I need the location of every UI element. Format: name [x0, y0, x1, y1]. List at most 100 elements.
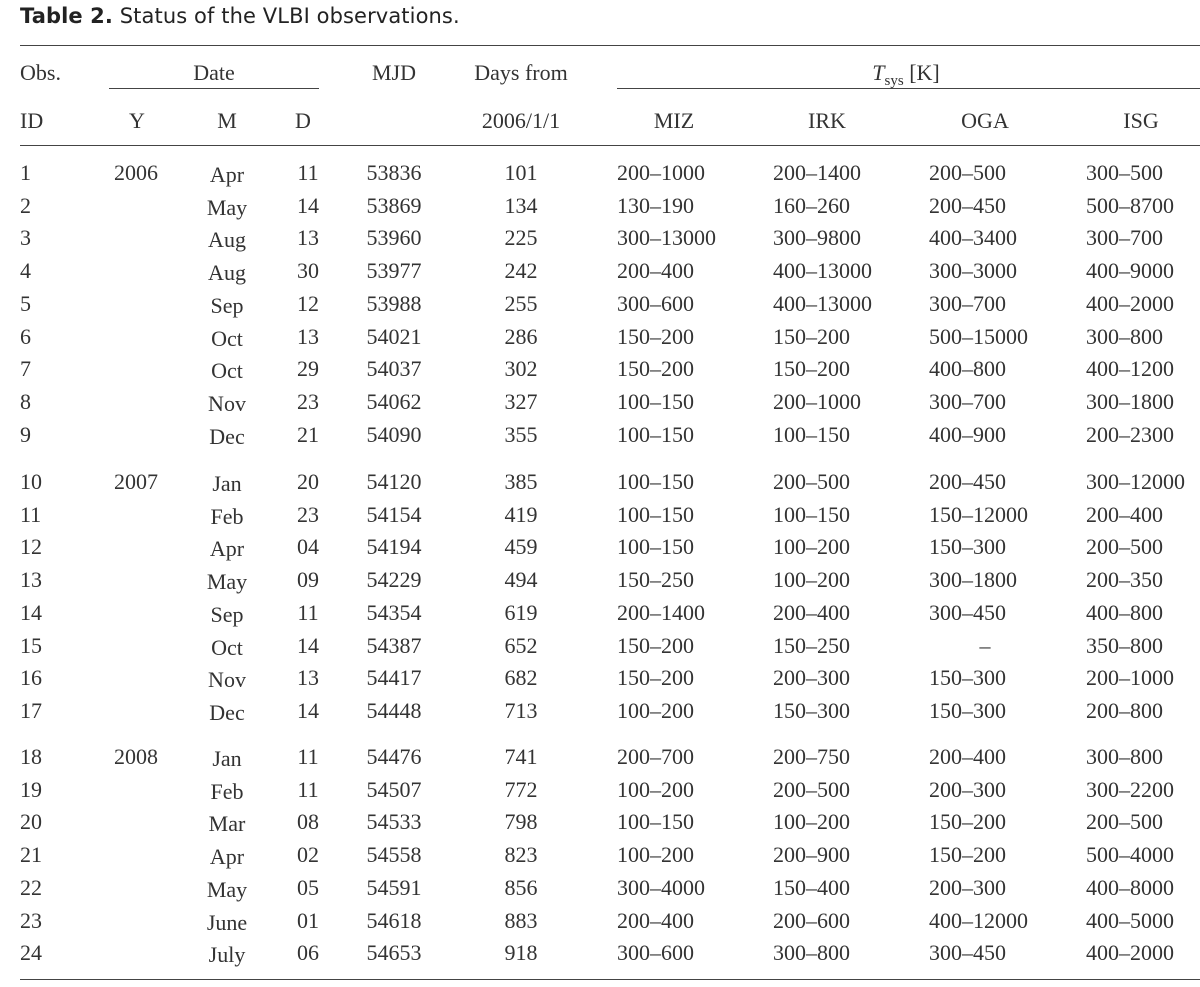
cell-days: 459: [504, 534, 538, 560]
cell-month: Sep: [210, 292, 244, 318]
cell-month: May: [206, 569, 248, 595]
cell-day: 14: [297, 632, 319, 658]
cell-days: 494: [504, 567, 538, 593]
cell-id: 18: [20, 744, 42, 769]
cell-month: Dec: [209, 699, 245, 725]
cell-days: 302: [504, 356, 538, 382]
cell-tsys-irk: 200–600: [773, 907, 850, 933]
cell-days: 225: [504, 225, 538, 251]
tsys-unit: [K]: [909, 60, 940, 85]
cell-day: 23: [297, 501, 319, 527]
cell-tsys-irk: 200–750: [773, 744, 850, 769]
cell-month: Apr: [209, 844, 245, 870]
cell-day: 11: [297, 744, 319, 769]
cell-id: 1: [20, 160, 31, 185]
cell-id: 7: [20, 356, 31, 382]
cell-id: 5: [20, 290, 31, 316]
cell-tsys-isg: 500–8700: [1086, 192, 1174, 218]
cell-tsys-miz: 100–150: [617, 388, 694, 414]
cell-tsys-isg: 400–5000: [1086, 907, 1174, 933]
cell-day: 14: [297, 697, 319, 723]
cell-tsys-irk: 150–300: [773, 697, 850, 723]
cell-tsys-miz: 100–150: [617, 534, 694, 560]
date-span-rule: [109, 88, 319, 89]
table-caption-text: Status of the VLBI observations.: [119, 4, 460, 28]
cell-tsys-isg: 400–8000: [1086, 874, 1174, 900]
cell-tsys-irk: 200–900: [773, 842, 850, 868]
cell-tsys-isg: 200–500: [1086, 809, 1163, 835]
cell-month: Apr: [209, 536, 245, 562]
cell-month: Mar: [208, 811, 246, 837]
cell-day: 20: [297, 469, 319, 494]
cell-tsys-oga: 400–900: [929, 421, 1006, 447]
cell-days: 741: [504, 744, 538, 769]
cell-mjd: 54354: [366, 599, 422, 625]
cell-day: 02: [297, 842, 319, 868]
cell-tsys-oga: 400–3400: [929, 225, 1017, 251]
cell-day: 13: [297, 665, 319, 691]
cell-tsys-miz: 200–1000: [617, 160, 705, 185]
cell-tsys-miz: 200–1400: [617, 599, 705, 625]
cell-mjd: 54507: [366, 776, 422, 802]
cell-mjd: 54090: [366, 421, 422, 447]
cell-days: 355: [504, 421, 538, 447]
cell-tsys-miz: 300–600: [617, 290, 694, 316]
cell-month: May: [206, 194, 248, 220]
cell-tsys-irk: 200–400: [773, 599, 850, 625]
cell-month: May: [206, 876, 248, 902]
cell-days: 856: [504, 874, 538, 900]
cell-tsys-irk: 300–800: [773, 940, 850, 966]
top-rule: [20, 45, 1200, 46]
cell-month: Jan: [212, 471, 242, 496]
cell-mjd: 54558: [366, 842, 422, 868]
cell-mjd: 54476: [366, 744, 422, 769]
header-days-from: Days from: [474, 60, 568, 85]
cell-tsys-miz: 200–400: [617, 907, 694, 933]
bottom-rule: [20, 979, 1200, 980]
cell-id: 19: [20, 776, 42, 802]
cell-id: 8: [20, 388, 31, 414]
header-rule: [20, 145, 1200, 146]
cell-tsys-oga: 150–200: [929, 809, 1006, 835]
cell-days: 772: [504, 776, 538, 802]
cell-tsys-miz: 100–150: [617, 469, 694, 494]
header-station-oga: OGA: [961, 108, 1009, 133]
cell-mjd: 53977: [366, 258, 422, 284]
cell-id: 4: [20, 258, 31, 284]
header-obs: Obs.: [20, 60, 61, 85]
cell-year: 2006: [114, 160, 158, 185]
cell-tsys-miz: 100–150: [617, 809, 694, 835]
cell-day: 11: [297, 776, 319, 802]
cell-month: Sep: [210, 601, 244, 627]
cell-day: 11: [297, 160, 319, 185]
cell-day: 04: [297, 534, 319, 560]
cell-days: 823: [504, 842, 538, 868]
cell-month: June: [206, 909, 248, 935]
header-tsys: Tsys [K]: [872, 60, 940, 90]
cell-days: 286: [504, 323, 538, 349]
cell-tsys-irk: 400–13000: [773, 290, 872, 316]
cell-tsys-oga: 150–200: [929, 842, 1006, 868]
cell-tsys-oga: 500–15000: [929, 323, 1028, 349]
cell-tsys-miz: 200–700: [617, 744, 694, 769]
cell-tsys-miz: 150–200: [617, 323, 694, 349]
cell-days: 327: [504, 388, 538, 414]
cell-tsys-oga: 200–500: [929, 160, 1006, 185]
cell-tsys-irk: 100–200: [773, 809, 850, 835]
cell-id: 13: [20, 567, 42, 593]
cell-month: Oct: [211, 634, 243, 660]
cell-day: 23: [297, 388, 319, 414]
cell-day: 13: [297, 323, 319, 349]
cell-tsys-oga: 400–12000: [929, 907, 1028, 933]
cell-tsys-irk: 100–200: [773, 567, 850, 593]
cell-days: 419: [504, 501, 538, 527]
header-station-irk: IRK: [808, 108, 846, 133]
cell-tsys-oga: 150–300: [929, 534, 1006, 560]
cell-tsys-isg: 300–800: [1086, 744, 1163, 769]
cell-tsys-miz: 100–200: [617, 842, 694, 868]
cell-mjd: 54154: [366, 501, 422, 527]
cell-tsys-miz: 150–200: [617, 356, 694, 382]
cell-tsys-isg: 200–400: [1086, 501, 1163, 527]
header-ref-date: 2006/1/1: [481, 108, 561, 133]
cell-id: 9: [20, 421, 31, 447]
